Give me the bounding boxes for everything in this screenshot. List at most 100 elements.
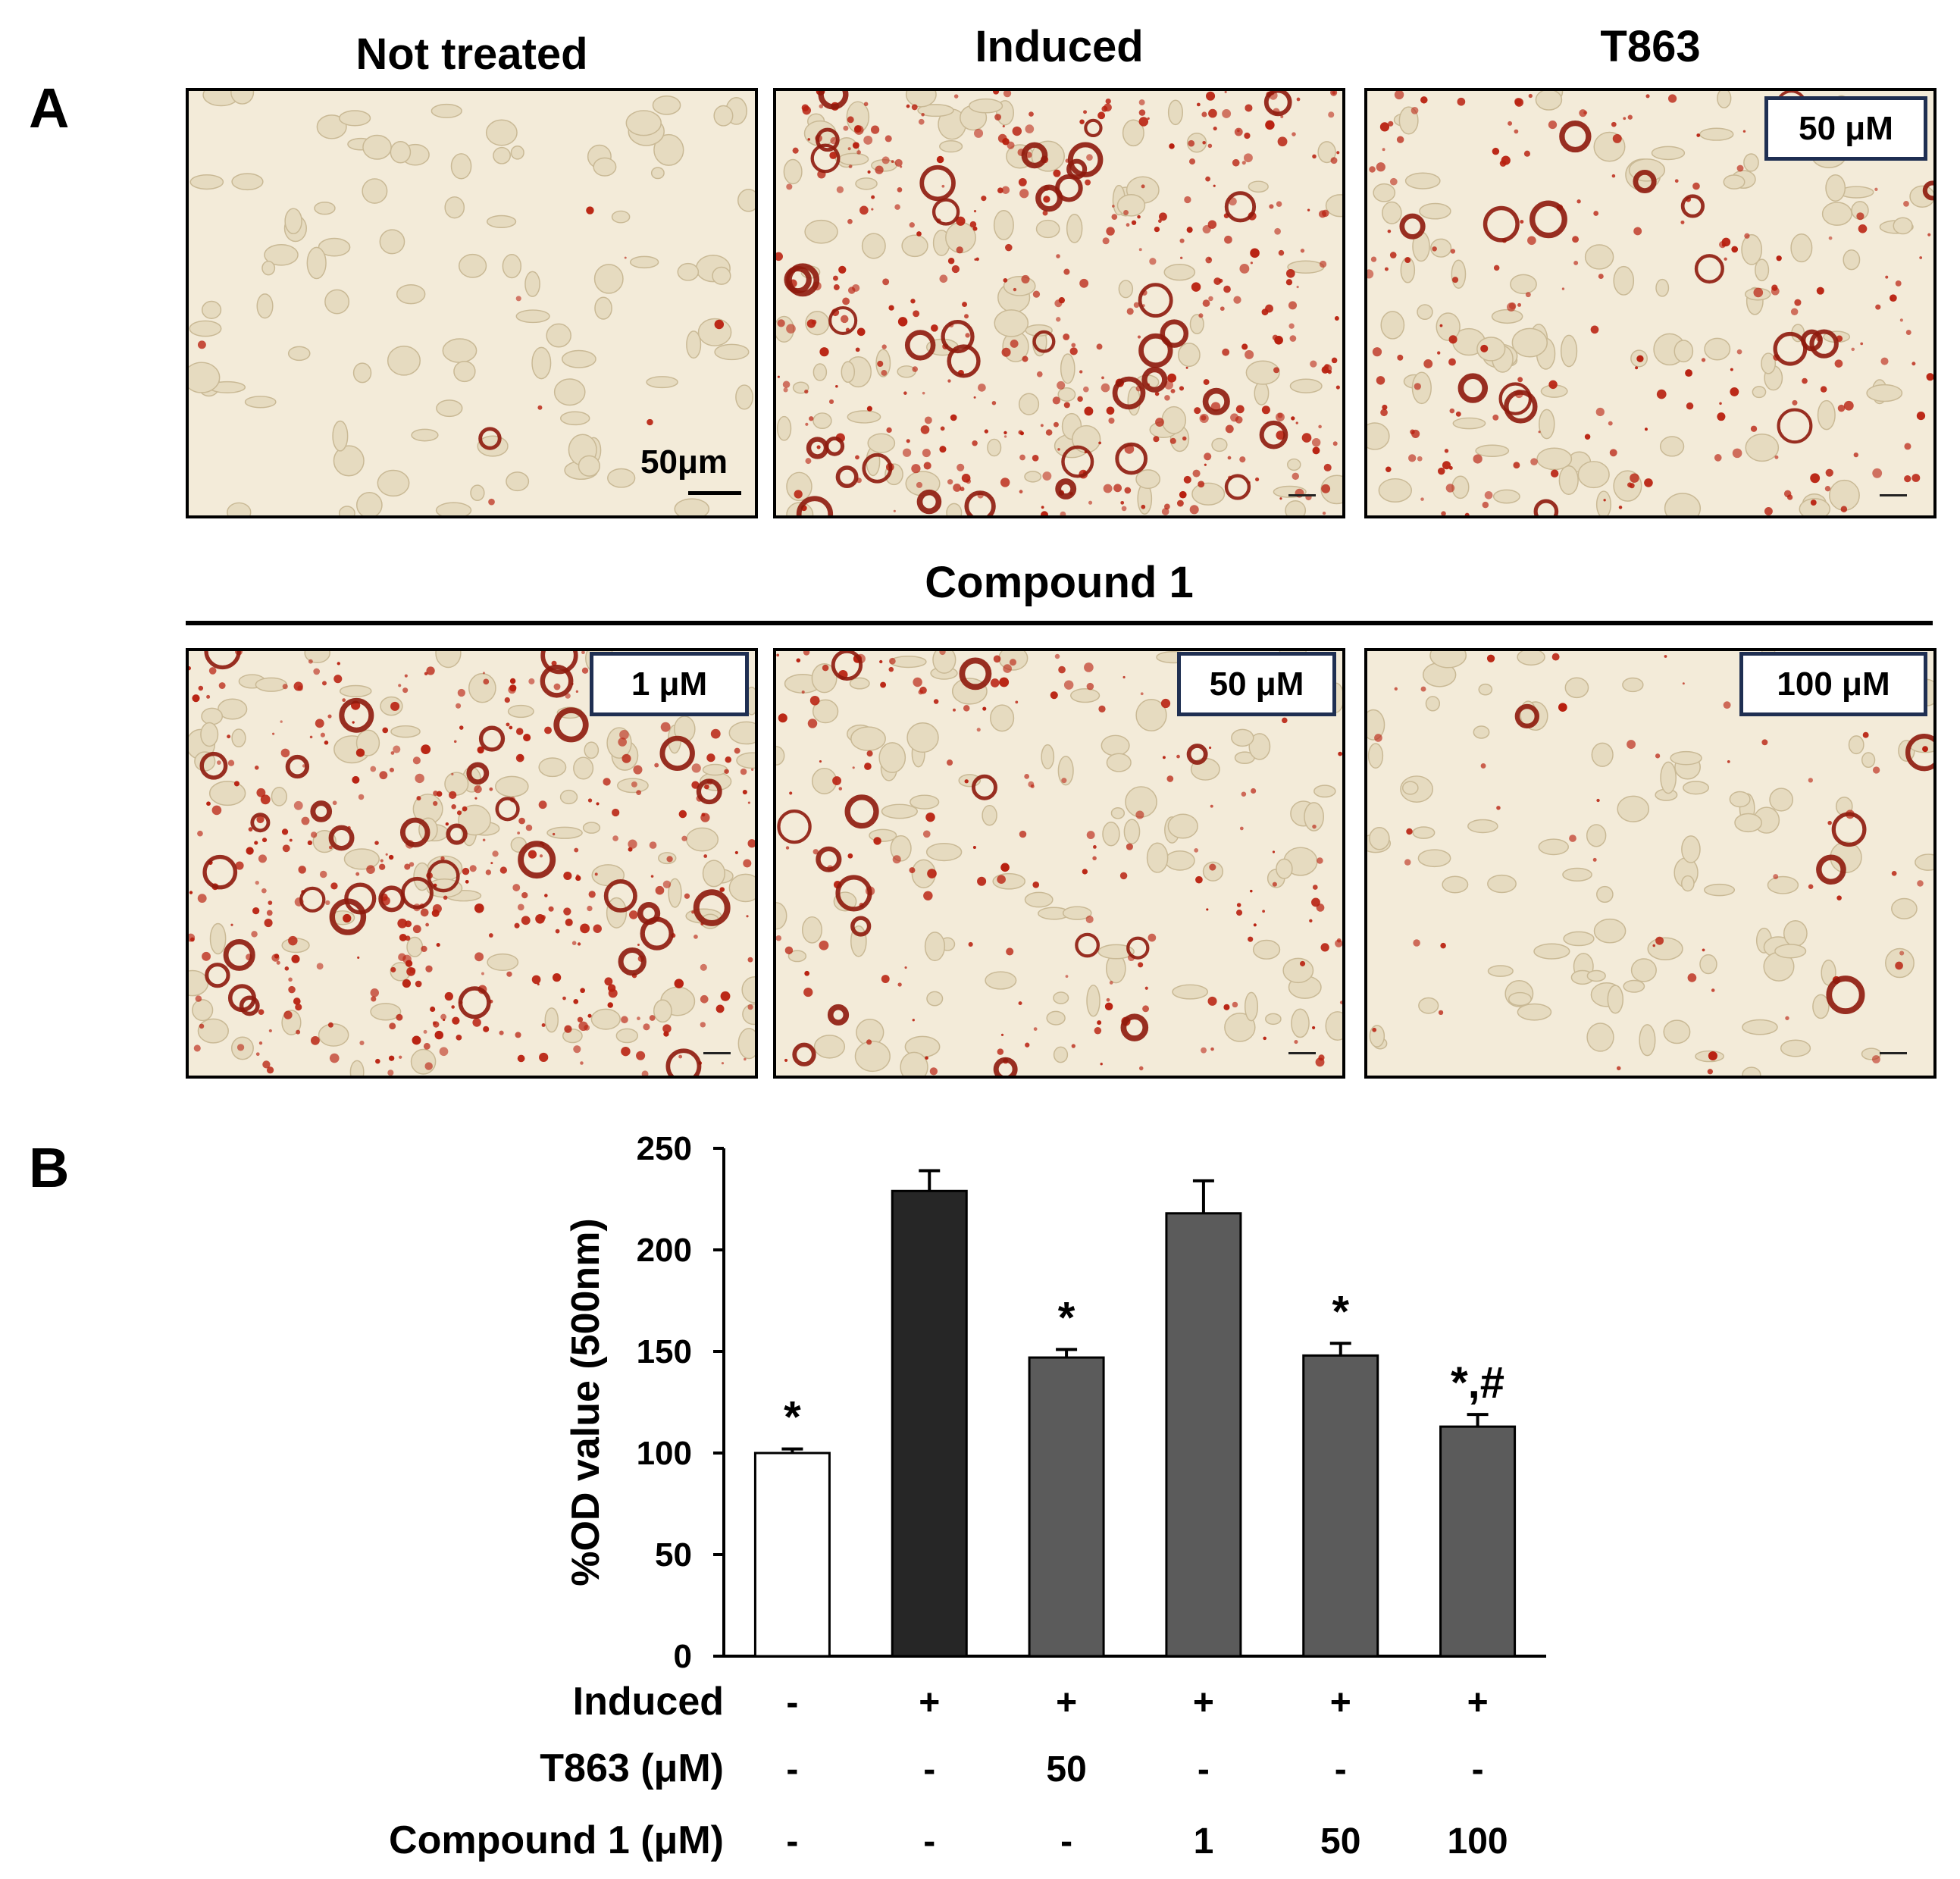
cell [227, 502, 252, 515]
lipid-droplet [747, 1004, 753, 1010]
lipid-droplet [923, 462, 931, 470]
lipid-droplet [819, 940, 829, 950]
lipid-droplet [950, 414, 957, 421]
lipid-droplet [587, 798, 593, 803]
lipid-droplet [1328, 111, 1335, 118]
cell [1325, 194, 1342, 218]
cell [1536, 447, 1573, 471]
lipid-droplet [1082, 869, 1088, 875]
lipid-droplet [909, 222, 915, 228]
stained-cell-ring [931, 198, 960, 226]
cell [362, 178, 388, 204]
lipid-droplet [517, 1054, 525, 1063]
lipid-droplet [924, 416, 932, 424]
lipid-droplet [1040, 424, 1044, 427]
lipid-droplet [1058, 297, 1066, 304]
lipid-droplet [1423, 359, 1433, 368]
lipid-droplet [842, 297, 850, 305]
lipid-droplet [552, 832, 556, 836]
cell [1097, 944, 1135, 960]
lipid-droplet [206, 694, 211, 699]
lipid-droplet [1527, 236, 1536, 246]
stained-cell-ring [835, 875, 872, 912]
lipid-droplet [1056, 317, 1061, 322]
lipid-droplet [1687, 973, 1697, 982]
lipid-droplet [425, 922, 430, 927]
cell [786, 471, 812, 502]
lipid-droplet [1319, 260, 1327, 268]
lipid-droplet [1058, 665, 1066, 674]
lipid-droplet [310, 1035, 320, 1045]
lipid-droplet [1097, 1020, 1102, 1026]
lipid-droplet [1794, 299, 1802, 306]
lipid-droplet [1261, 406, 1270, 415]
lipid-droplet [1005, 243, 1013, 252]
lipid-droplet [1141, 504, 1146, 509]
cell [506, 471, 530, 492]
cell [735, 384, 753, 410]
lipid-droplet [1104, 103, 1112, 112]
y-axis-label: %OD value (500nm) [564, 1218, 608, 1586]
cell [611, 210, 631, 224]
lipid-droplet [897, 317, 908, 327]
lipid-droplet [293, 800, 303, 810]
lipid-droplet [1012, 126, 1022, 136]
stained-cell-ring [1777, 408, 1813, 444]
lipid-droplet [509, 725, 513, 730]
lipid-droplet [1493, 265, 1500, 271]
stained-cell-ring [328, 825, 355, 851]
lipid-droplet [1312, 824, 1317, 829]
lipid-droplet [1113, 484, 1122, 493]
lipid-droplet [1379, 122, 1390, 132]
lipid-droplet [396, 1013, 403, 1021]
lipid-droplet [1517, 377, 1523, 383]
cell [1617, 795, 1650, 822]
lipid-droplet [1010, 340, 1019, 348]
condition-value: - [923, 1821, 935, 1862]
cell [1821, 960, 1836, 986]
lipid-droplet [509, 678, 516, 684]
lipid-droplet [1484, 490, 1493, 500]
cell [1741, 233, 1763, 265]
lipid-droplet [631, 781, 637, 788]
lipid-droplet [416, 796, 421, 801]
lipid-droplet [1394, 687, 1398, 691]
condition-value: - [1472, 1749, 1484, 1790]
lipid-droplet [553, 683, 561, 691]
lipid-droplet [390, 701, 400, 711]
cell [1639, 1024, 1656, 1057]
lipid-droplet [974, 258, 977, 261]
stained-cell-ring [844, 794, 879, 829]
lipid-droplet [1438, 467, 1445, 475]
cell [1769, 788, 1794, 812]
lipid-droplet [492, 850, 499, 857]
lipid-droplet [1288, 301, 1298, 310]
condition-value: - [786, 1749, 798, 1790]
stained-cell-ring [1021, 142, 1048, 169]
lipid-droplet [637, 1016, 640, 1021]
cell [849, 677, 870, 690]
lipid-droplet [715, 1004, 725, 1013]
lipid-droplet [892, 855, 901, 864]
lipid-droplet [704, 784, 709, 790]
lipid-droplet [432, 1021, 437, 1026]
condition-row-label: Induced [573, 1680, 724, 1724]
lipid-droplet [1895, 961, 1903, 970]
cell [1558, 465, 1579, 496]
cell [1915, 853, 1933, 871]
lipid-droplet [1397, 354, 1404, 361]
lipid-droplet [432, 903, 442, 913]
lipid-droplet [1262, 910, 1265, 913]
lipid-droplet [1569, 835, 1576, 842]
micrograph-induced [773, 88, 1345, 518]
stained-cell-ring [401, 876, 434, 910]
lipid-droplet [1707, 1069, 1714, 1075]
lipid-droplet [1736, 349, 1742, 355]
cell [493, 146, 511, 164]
stained-cell-ring [693, 889, 731, 926]
lipid-droplet [288, 935, 298, 946]
lipid-droplet [1272, 850, 1276, 853]
lipid-droplet [1404, 257, 1411, 264]
lipid-droplet [268, 900, 273, 905]
lipid-droplet [1492, 147, 1500, 155]
